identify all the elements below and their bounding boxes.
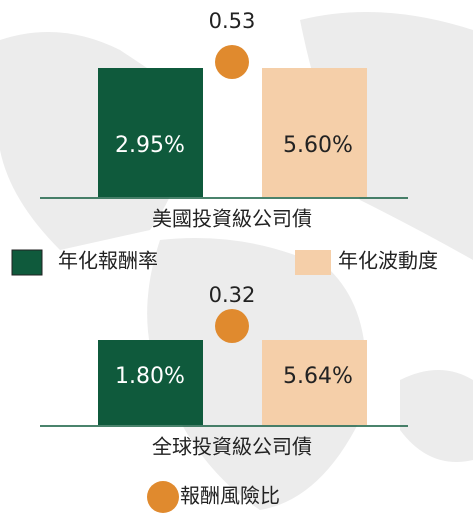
legend-dot (147, 481, 179, 513)
ratio-label: 0.32 (209, 283, 256, 307)
ratio-dot (215, 309, 249, 343)
ratio-label: 0.53 (209, 9, 256, 33)
volatility-bar (262, 340, 367, 425)
group-name: 美國投資級公司債 (152, 207, 312, 231)
legend-swatch (11, 249, 43, 276)
legend-label: 報酬風險比 (180, 484, 280, 508)
legend-label: 年化報酬率 (58, 249, 158, 273)
ratio-dot (215, 45, 249, 79)
volatility-label: 5.60% (283, 133, 353, 158)
volatility-bar (262, 68, 367, 197)
legend-label: 年化波動度 (338, 249, 438, 273)
legend-swatch (295, 250, 331, 275)
group-name: 全球投資級公司債 (152, 435, 312, 459)
return-bar (98, 340, 203, 425)
volatility-label: 5.64% (283, 364, 353, 389)
return-bar (98, 68, 203, 197)
return-label: 2.95% (115, 133, 185, 158)
return-label: 1.80% (115, 364, 185, 389)
